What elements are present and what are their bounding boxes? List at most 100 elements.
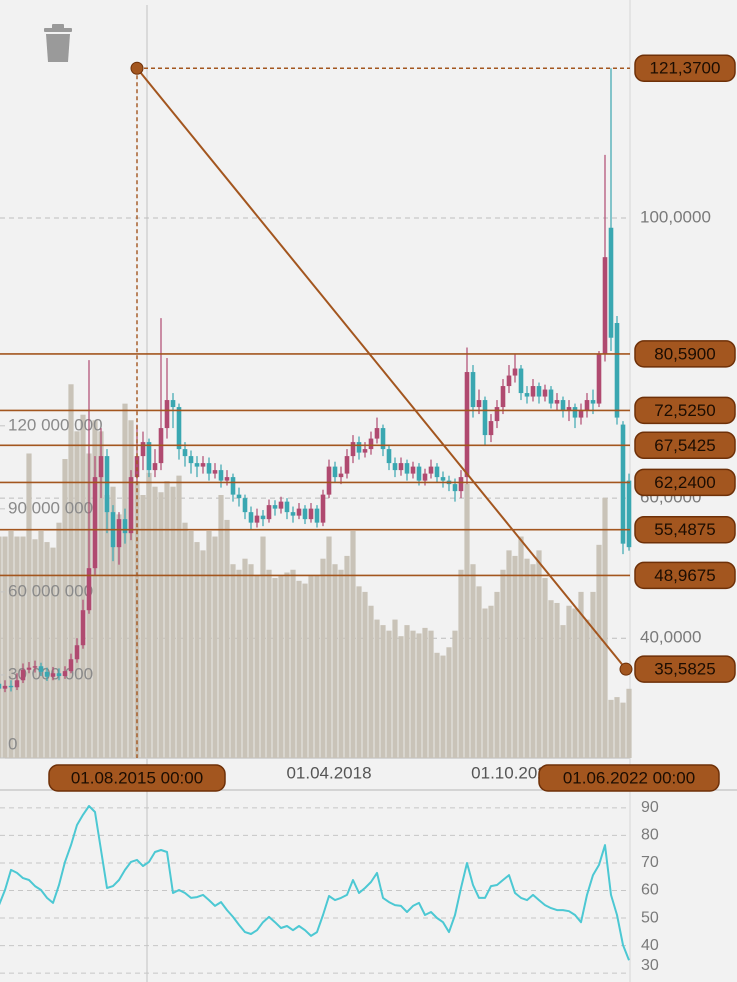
volume-bar [44,542,50,758]
volume-bar [38,530,44,758]
candle-body [134,456,140,478]
candle-body [206,463,212,474]
volume-bar [314,575,320,758]
volume-bar [164,481,170,758]
volume-bar [128,420,134,758]
volume-bar [614,697,620,758]
candle-body [434,466,440,478]
candle-body [140,442,146,457]
candle-body [350,442,356,457]
volume-bar [140,495,146,758]
volume-bar [476,586,482,758]
level-label-text: 62,2400 [654,473,715,492]
candle-body [200,463,206,467]
volume-bar [74,431,80,758]
candle-body [626,480,632,548]
volume-bar [206,530,212,758]
volume-bar [500,569,506,758]
y-tick-label: 100,0000 [640,207,711,226]
candle-body [560,400,566,411]
level-label-box [634,468,736,497]
candle-body [500,386,506,408]
volume-bar [512,555,518,758]
candle-body [314,508,320,523]
delete-button[interactable] [44,24,72,62]
volume-bar [122,403,128,758]
candle-body [98,456,104,478]
volume-bar [602,497,608,758]
level-label-text: 67,5425 [654,436,715,455]
candle-body [218,470,224,481]
volume-tick-label: 90 000 000 [8,498,93,517]
volume-bar [80,414,86,758]
volume-bar [230,564,236,758]
candle-body [620,424,626,544]
candle-body [410,466,416,474]
candle-body [518,368,524,394]
level-label: 62,2400 [634,468,736,497]
volume-bar [32,539,38,758]
trend-start-label: 121,3700 [634,54,736,83]
candle-body [50,673,56,677]
candle-body [8,685,14,688]
rsi-tick-label: 90 [641,799,659,816]
candle-body [272,505,278,509]
volume-bar [218,495,224,758]
level-label-box [634,431,736,460]
volume-bar [428,630,434,758]
level-label-text: 72,5250 [654,401,715,420]
candles-layer [0,68,632,693]
candle-body [104,456,110,513]
volume-bar [200,550,206,758]
tools-layer [0,61,633,758]
volume-bar [92,420,98,758]
candle-body [128,477,134,534]
candle-body [302,508,308,520]
volume-bar [458,569,464,758]
volume-bar [260,536,266,758]
candle-body [290,512,296,516]
volume-bar [404,625,410,758]
candle-body [614,323,620,418]
candle-body [308,508,314,520]
candle-body [0,683,2,689]
volume-bar [494,591,500,758]
candle-body [224,477,230,481]
volume-bar [248,564,254,758]
volume-bar [560,625,566,758]
level-label: 48,9675 [634,561,736,590]
candle-body [266,505,272,520]
volume-bar [470,564,476,758]
trash-lid [44,28,72,32]
volume-bar [62,459,68,758]
candle-body [260,515,266,520]
rsi-tick-label: 70 [641,854,659,871]
candle-body [542,389,548,397]
candle-body [242,498,248,513]
candle-body [494,407,500,422]
candle-body [20,669,26,681]
volume-bar [422,627,428,758]
candle-body [32,666,38,668]
candle-body [536,386,542,397]
volume-bar [308,575,314,758]
candle-body [122,519,128,534]
volume-bar [302,583,308,758]
volume-bar [290,569,296,758]
candle-body [338,473,344,478]
volume-bar [440,655,446,758]
volume-bar [158,492,164,758]
trend-line [136,67,627,670]
volume-bar [182,522,188,758]
volume-bar [236,569,242,758]
candle-body [86,568,92,611]
rsi-tick-label: 30 [641,957,659,974]
volume-bar [8,530,14,758]
volume-bar [590,591,596,758]
candle-body [572,407,578,418]
volume-bar [254,575,260,758]
volume-bar [320,558,326,758]
candle-body [284,501,290,513]
